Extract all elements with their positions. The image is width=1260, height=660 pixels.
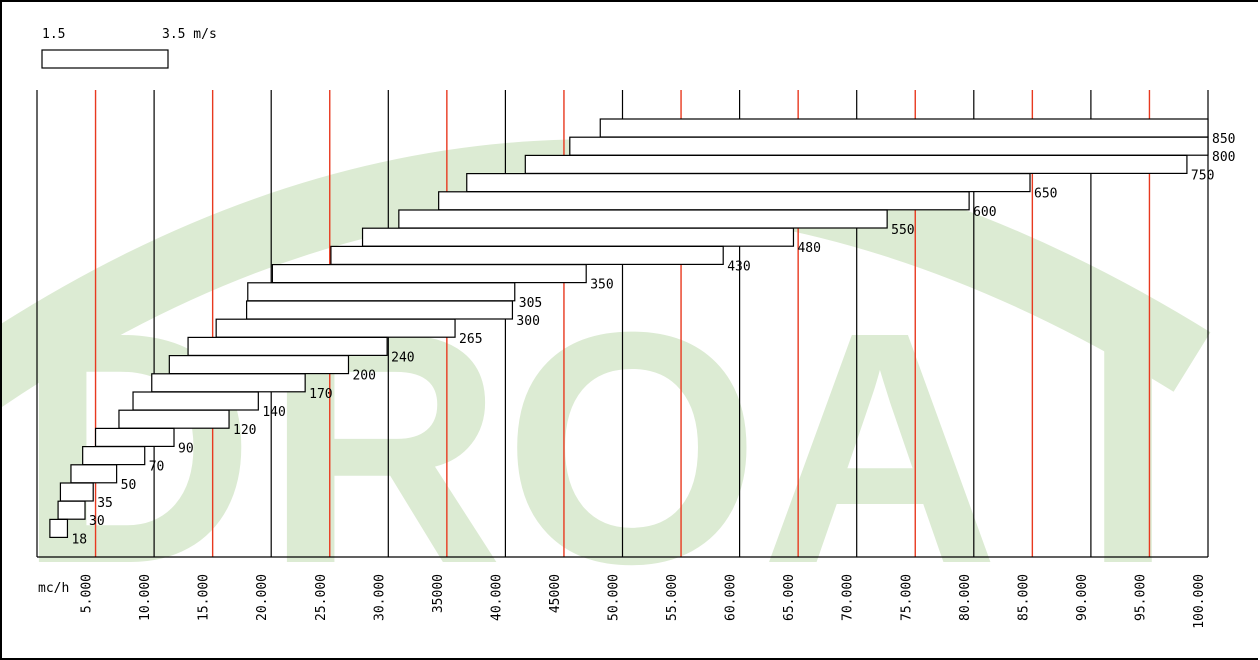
bar-value-label: 305: [519, 296, 542, 311]
bar-value-label: 550: [891, 223, 914, 238]
range-bar: [466, 173, 1031, 193]
x-tick-label: 80.000: [958, 574, 973, 621]
x-tick-label: 40.000: [489, 574, 504, 621]
bar-value-label: 430: [727, 259, 750, 274]
bar-value-label: 240: [391, 350, 414, 365]
x-tick-label: 5.000: [80, 574, 95, 613]
legend-bar: [41, 49, 169, 69]
range-bar: [524, 154, 1188, 174]
range-bars: 850 800 750 650 600 550 480 430 350 305 300 265 240 2…: [49, 118, 1235, 547]
range-bar: [70, 464, 118, 484]
range-bar: [215, 318, 456, 338]
x-tick-label: 25.000: [314, 574, 329, 621]
bar-value-label: 750: [1191, 168, 1214, 183]
bar-value-label: 70: [149, 460, 165, 475]
range-bar: [187, 336, 388, 356]
x-tick-label: 50.000: [607, 574, 622, 621]
bar-value-label: 800: [1212, 150, 1235, 165]
bar-value-label: 120: [233, 423, 256, 438]
x-tick-label: 85.000: [1016, 574, 1031, 621]
x-tick-label: 45000: [548, 574, 563, 613]
x-tick-label: 15.000: [197, 574, 212, 621]
range-bar: [49, 518, 69, 539]
x-tick-label: 75.000: [899, 574, 914, 621]
bar-value-label: 18: [71, 532, 87, 547]
x-axis: mc/h 5.000 10.000 15.000 20.000 25.000 30.000…: [37, 556, 1208, 629]
range-bar: [569, 136, 1209, 156]
bar-value-label: 265: [459, 332, 482, 347]
bar-value-label: 50: [121, 478, 137, 493]
range-bar: [247, 282, 516, 302]
legend: 1.5 3.5 m/s: [41, 27, 217, 69]
x-tick-label: 10.000: [138, 574, 153, 621]
x-tick-label: 55.000: [665, 574, 680, 621]
bar-value-label: 600: [973, 205, 996, 220]
range-bar: [330, 245, 724, 265]
x-tick-label: 20.000: [255, 574, 270, 621]
watermark-letter: A: [761, 263, 999, 632]
range-bar: [82, 446, 146, 466]
bar-value-label: 200: [352, 369, 375, 384]
bar-value-label: 480: [797, 241, 820, 256]
range-bar: [151, 373, 306, 393]
x-tick-label: 35000: [431, 574, 446, 613]
x-tick-label: 90.000: [1075, 574, 1090, 621]
range-bar: [271, 264, 587, 284]
range-bar: [118, 409, 230, 429]
x-tick-label: 100.000: [1192, 574, 1207, 629]
bar-value-label: 35: [97, 496, 113, 511]
bar-value-label: 350: [590, 278, 613, 293]
legend-left-label: 1.5: [42, 27, 65, 42]
bar-value-label: 650: [1034, 187, 1057, 202]
x-tick-label: 30.000: [372, 574, 387, 621]
bar-value-label: 30: [89, 514, 105, 529]
grid: [36, 90, 1209, 557]
range-bar: [132, 391, 259, 411]
x-tick-label: 65.000: [782, 574, 797, 621]
range-bar: [361, 227, 795, 247]
watermark-letter: O: [504, 263, 761, 632]
range-bar: [599, 118, 1209, 138]
bar-value-label: 90: [178, 441, 194, 456]
range-bar: [57, 500, 86, 520]
bar-value-label: 850: [1212, 132, 1235, 147]
x-tick-label: 60.000: [724, 574, 739, 621]
bar-value-label: 300: [516, 314, 539, 329]
range-bar: [438, 191, 970, 211]
x-axis-unit-label: mc/h: [38, 581, 69, 596]
range-bar: [398, 209, 888, 229]
legend-right-label: 3.5 m/s: [162, 27, 217, 42]
watermark-letter: I: [1082, 263, 1174, 632]
range-bar: [246, 300, 514, 320]
range-bar: [168, 355, 350, 375]
range-bar: [59, 482, 94, 502]
x-tick-label: 70.000: [841, 574, 856, 621]
x-tick-label: 95.000: [1133, 574, 1148, 621]
bar-value-label: 140: [262, 405, 285, 420]
range-bar: [94, 427, 175, 447]
bar-value-label: 170: [309, 387, 332, 402]
